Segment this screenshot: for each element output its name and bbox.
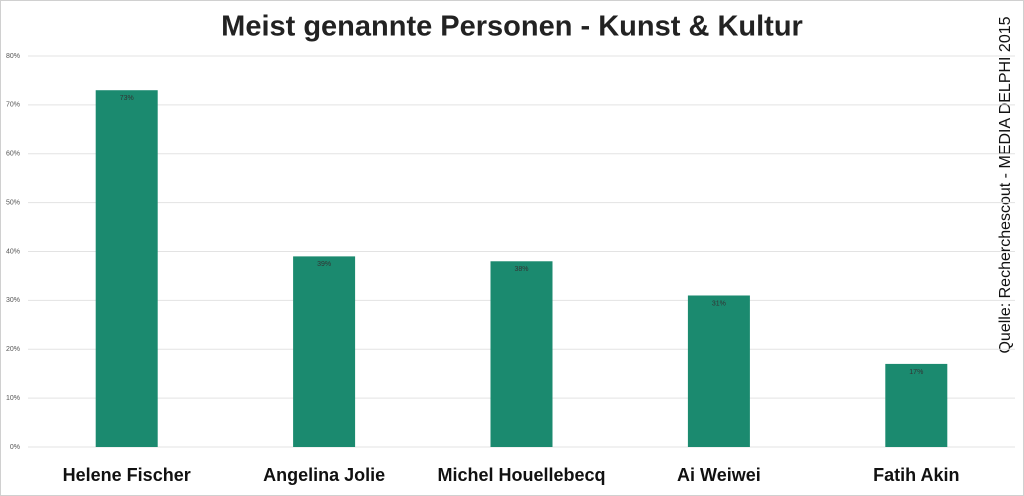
- value-label: 73%: [120, 95, 134, 102]
- x-tick-label: Michel Houellebecq: [437, 465, 605, 485]
- value-label: 31%: [712, 300, 726, 307]
- y-tick-label: 50%: [6, 199, 20, 206]
- y-tick-label: 30%: [6, 297, 20, 304]
- bar: [885, 363, 948, 447]
- bar: [95, 90, 158, 448]
- y-tick-label: 20%: [6, 346, 20, 353]
- x-tick-label: Ai Weiwei: [677, 465, 761, 485]
- value-label: 17%: [909, 369, 923, 376]
- y-tick-label: 80%: [6, 53, 20, 60]
- source-annotation: Quelle: Recherchescout - MEDIA DELPHI 20…: [997, 16, 1014, 353]
- bar: [687, 295, 750, 447]
- bar: [293, 256, 356, 447]
- y-tick-label: 60%: [6, 151, 20, 158]
- y-tick-label: 0%: [10, 444, 20, 451]
- value-label: 38%: [514, 266, 528, 273]
- y-tick-label: 40%: [6, 248, 20, 255]
- value-label: 39%: [317, 261, 331, 268]
- y-tick-label: 70%: [6, 102, 20, 109]
- x-tick-label: Helene Fischer: [63, 465, 191, 485]
- x-tick-label: Angelina Jolie: [263, 465, 385, 485]
- y-tick-label: 10%: [6, 395, 20, 402]
- chart-title: Meist genannte Personen - Kunst & Kultur: [221, 11, 803, 43]
- x-tick-label: Fatih Akin: [873, 465, 959, 485]
- bar: [490, 261, 553, 447]
